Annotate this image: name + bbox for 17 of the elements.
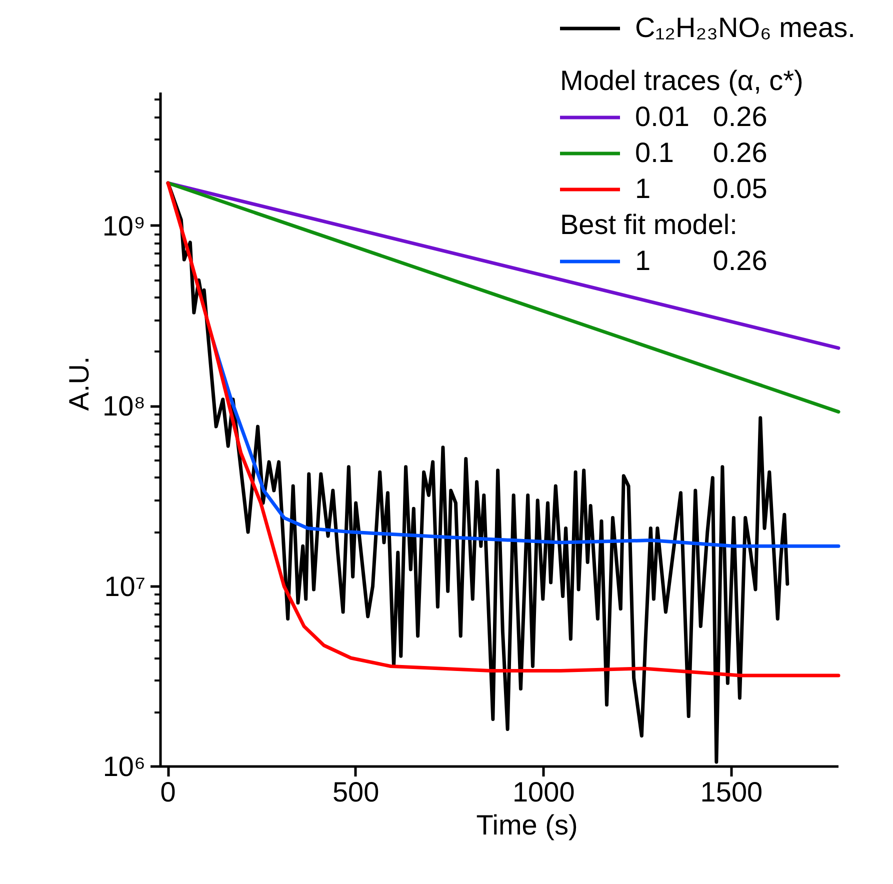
x-tick-label: 1500 [700,776,763,808]
annotation: Best fit model: [560,209,738,241]
legend-label: 0.01 0.26 [635,100,768,134]
legend-label: 0.1 0.26 [635,136,768,170]
legend-title: Model traces (α, c*) [560,65,804,97]
x-tick-label: 0 [160,776,176,808]
x-axis-title: Time (s) [476,810,578,840]
x-tick-label: 1000 [512,776,575,808]
legend-label: 1 0.05 [635,172,768,206]
y-tick-label: 10⁹ [102,210,146,242]
y-tick-label: 10⁷ [104,570,146,602]
y-tick-label: 10⁸ [102,390,146,422]
y-axis-title: A.U. [63,356,94,411]
legend-label: C₁₂H₂₃NO₆ meas. [635,11,856,45]
y-tick-label: 10⁶ [102,751,146,782]
x-tick-label: 500 [332,776,380,808]
legend-label: 1 0.26 [635,244,768,278]
